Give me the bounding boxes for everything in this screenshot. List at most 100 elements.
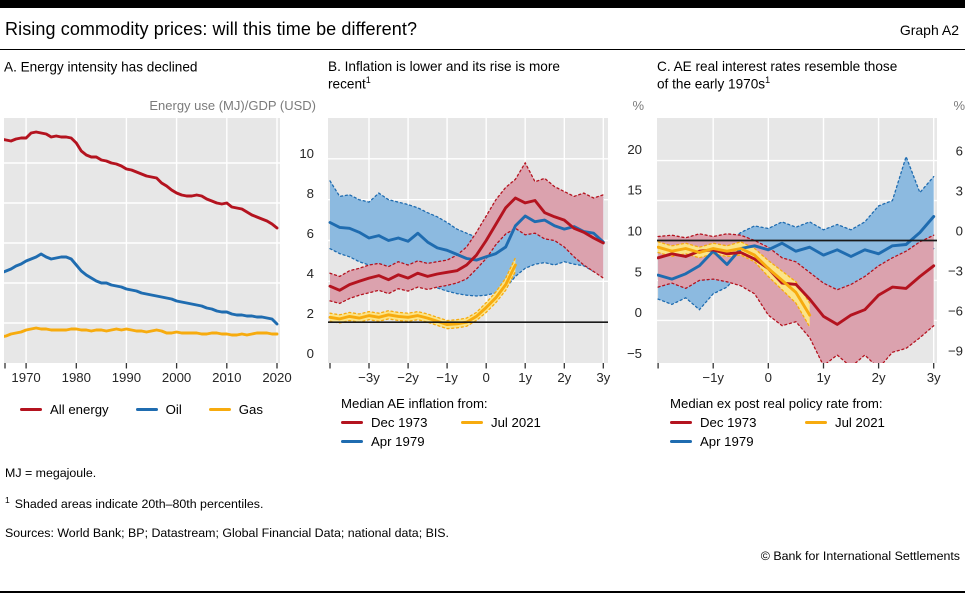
panel-c-title: C. AE real interest rates resemble those… bbox=[657, 58, 907, 98]
plot-layer bbox=[4, 130, 279, 338]
panel-c-title-text: C. AE real interest rates resemble those… bbox=[657, 59, 898, 92]
bottom-rule-bar bbox=[0, 591, 965, 593]
panel-a-unit-label: Energy use (MJ)/GDP (USD) bbox=[149, 98, 316, 113]
jul-2021-swatch-icon bbox=[805, 420, 827, 425]
x-tick-label: 2010 bbox=[212, 370, 241, 385]
oil-swatch-icon bbox=[135, 407, 158, 412]
all-energy-swatch-icon bbox=[20, 407, 42, 412]
dec-1973-line bbox=[328, 196, 605, 292]
footnote-1-text: Shaded areas indicate 20th–80th percenti… bbox=[14, 497, 264, 512]
legend-item-dec-1973: Dec 1973 bbox=[341, 415, 461, 430]
panel-b-title-sup: 1 bbox=[365, 75, 371, 86]
footnote-1: 1 Shaded areas indicate 20th–80th percent… bbox=[5, 495, 960, 511]
y-tick-label: 3 bbox=[956, 184, 963, 199]
panel-c-unit-label: % bbox=[953, 98, 965, 113]
legend-item-apr-1979: Apr 1979 bbox=[670, 434, 805, 449]
sources-line: Sources: World Bank; BP; Datastream; Glo… bbox=[5, 526, 449, 541]
legend-label: All energy bbox=[50, 402, 109, 417]
panel-c-legend-title: Median ex post real policy rate from: bbox=[670, 396, 883, 411]
y-tick-label: 6 bbox=[307, 226, 314, 241]
apr-1979-line bbox=[657, 215, 936, 281]
jul-2021-line bbox=[328, 263, 517, 327]
x-tick-label: −1y bbox=[702, 370, 724, 385]
legend-item-dec-1973: Dec 1973 bbox=[670, 415, 805, 430]
y-tick-label: −5 bbox=[627, 346, 642, 361]
panel-b-title: B. Inflation is lower and its rise is mo… bbox=[328, 58, 578, 98]
y-tick-label: 20 bbox=[627, 142, 642, 157]
x-tick-label: 2y bbox=[872, 370, 886, 385]
dec-1973-swatch-icon bbox=[670, 420, 692, 425]
panel-b-title-text: B. Inflation is lower and its rise is mo… bbox=[328, 59, 560, 92]
panel-b-legend-title: Median AE inflation from: bbox=[341, 396, 488, 411]
footnote-1-sup: 1 bbox=[5, 495, 10, 505]
dec-1973-band-edge-hi bbox=[657, 233, 935, 291]
panel-a-legend: All energy Oil Gas bbox=[20, 402, 318, 417]
x-tick-label: 2y bbox=[557, 370, 571, 385]
y-tick-label: 6 bbox=[956, 144, 963, 159]
copyright-line: © Bank for International Settlements bbox=[760, 549, 960, 564]
all-energy-line bbox=[4, 130, 279, 230]
x-tick-label: 1980 bbox=[62, 370, 91, 385]
dec-1973-band-edge-lo bbox=[329, 227, 604, 305]
y-tick-label: 2 bbox=[307, 306, 314, 321]
x-tick-label: 1y bbox=[518, 370, 532, 385]
page-title: Rising commodity prices: will this time … bbox=[5, 19, 418, 39]
chart-c-real-rates: −1y 0 1y 2y 3y −9 −6 −3 0 3 6 bbox=[657, 118, 963, 385]
y-tick-label: −9 bbox=[948, 343, 963, 358]
dec-1973-band-edge-lo bbox=[657, 278, 935, 363]
jul-2021-line bbox=[657, 245, 812, 317]
x-tick-label: −1y bbox=[436, 370, 458, 385]
top-rule-bar bbox=[0, 0, 965, 8]
x-tick-label: 0 bbox=[483, 370, 490, 385]
x-tick-label: −3y bbox=[358, 370, 380, 385]
plot-area bbox=[4, 118, 280, 363]
jul-2021-band-edge-hi bbox=[329, 257, 517, 322]
gas-line bbox=[4, 326, 279, 338]
apr-1979-band-edge-hi bbox=[329, 180, 604, 238]
legend-item-apr-1979: Apr 1979 bbox=[341, 434, 461, 449]
dec-1973-percentile-band bbox=[330, 162, 604, 304]
x-ticks bbox=[4, 363, 278, 369]
legend-label: Apr 1979 bbox=[700, 434, 754, 449]
x-ticks bbox=[657, 363, 935, 369]
gas-swatch-icon bbox=[208, 407, 231, 412]
x-tick-label: 2000 bbox=[162, 370, 191, 385]
panel-a: A. Energy intensity has declined Energy … bbox=[0, 50, 318, 449]
apr-1979-swatch-icon bbox=[341, 439, 363, 444]
panel-b: B. Inflation is lower and its rise is mo… bbox=[318, 50, 646, 449]
legend-label: Apr 1979 bbox=[371, 434, 425, 449]
apr-1979-swatch-icon bbox=[670, 439, 692, 444]
footer-notes: MJ = megajoule. 1 Shaded areas indicate 2… bbox=[0, 466, 965, 563]
y-tick-label: 5 bbox=[635, 264, 642, 279]
legend-item-gas: Gas bbox=[208, 402, 263, 417]
panel-a-title-text: A. Energy intensity has declined bbox=[4, 59, 198, 75]
y-tick-label: 10 bbox=[627, 224, 642, 239]
jul-2021-band-edge-hi bbox=[657, 241, 811, 304]
dec-1973-band-edge-hi bbox=[329, 161, 604, 278]
charts-row: A. Energy intensity has declined Energy … bbox=[0, 50, 965, 449]
legend-item-jul-2021: Jul 2021 bbox=[461, 415, 646, 430]
y-tick-label: −3 bbox=[948, 263, 963, 278]
x-ticks bbox=[329, 363, 604, 369]
x-tick-label: 1990 bbox=[112, 370, 141, 385]
y-tick-label: 4 bbox=[307, 266, 314, 281]
panel-a-title: A. Energy intensity has declined bbox=[4, 58, 304, 98]
y-tick-label: 8 bbox=[307, 186, 314, 201]
plot-layer bbox=[328, 161, 605, 330]
x-tick-label: 3y bbox=[927, 370, 941, 385]
panel-b-legend: Median AE inflation from: Dec 1973 Apr 1… bbox=[341, 396, 646, 449]
panel-c-legend: Median ex post real policy rate from: De… bbox=[670, 396, 965, 449]
dec-1973-swatch-icon bbox=[341, 420, 363, 425]
x-tick-label: 0 bbox=[765, 370, 772, 385]
graph-id-label: Graph A2 bbox=[899, 22, 959, 38]
y-tick-label: 10 bbox=[299, 146, 314, 161]
legend-item-oil: Oil bbox=[135, 402, 182, 417]
oil-line bbox=[4, 252, 279, 326]
x-tick-label: 1y bbox=[817, 370, 831, 385]
y-tick-label: 0 bbox=[307, 346, 314, 361]
panel-c-title-sup: 1 bbox=[765, 75, 771, 86]
header: Rising commodity prices: will this time … bbox=[0, 8, 965, 50]
y-tick-label: 0 bbox=[956, 224, 963, 239]
legend-label: Dec 1973 bbox=[371, 415, 428, 430]
footnote-mj: MJ = megajoule. bbox=[5, 466, 97, 480]
